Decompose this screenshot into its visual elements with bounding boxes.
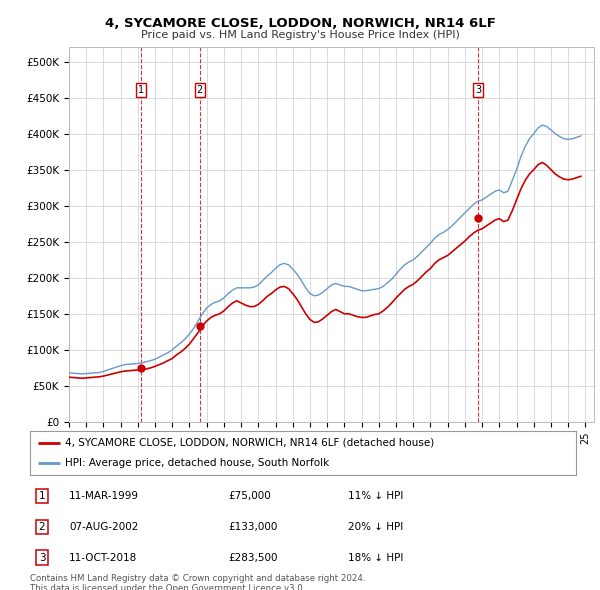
Text: 18% ↓ HPI: 18% ↓ HPI (348, 553, 403, 562)
Text: Contains HM Land Registry data © Crown copyright and database right 2024.: Contains HM Land Registry data © Crown c… (30, 574, 365, 583)
Text: £133,000: £133,000 (228, 522, 277, 532)
Text: Price paid vs. HM Land Registry's House Price Index (HPI): Price paid vs. HM Land Registry's House … (140, 30, 460, 40)
Text: 20% ↓ HPI: 20% ↓ HPI (348, 522, 403, 532)
Text: 1: 1 (38, 491, 46, 501)
Text: 11% ↓ HPI: 11% ↓ HPI (348, 491, 403, 501)
Text: 4, SYCAMORE CLOSE, LODDON, NORWICH, NR14 6LF: 4, SYCAMORE CLOSE, LODDON, NORWICH, NR14… (104, 17, 496, 30)
Text: 2: 2 (197, 86, 203, 96)
Text: 1: 1 (138, 86, 144, 96)
Text: This data is licensed under the Open Government Licence v3.0.: This data is licensed under the Open Gov… (30, 584, 305, 590)
Text: HPI: Average price, detached house, South Norfolk: HPI: Average price, detached house, Sout… (65, 458, 330, 468)
Text: £283,500: £283,500 (228, 553, 277, 562)
Text: 11-MAR-1999: 11-MAR-1999 (69, 491, 139, 501)
Text: 11-OCT-2018: 11-OCT-2018 (69, 553, 137, 562)
Text: 3: 3 (475, 86, 481, 96)
Text: 07-AUG-2002: 07-AUG-2002 (69, 522, 139, 532)
Text: £75,000: £75,000 (228, 491, 271, 501)
Text: 3: 3 (38, 553, 46, 562)
Text: 2: 2 (38, 522, 46, 532)
Text: 4, SYCAMORE CLOSE, LODDON, NORWICH, NR14 6LF (detached house): 4, SYCAMORE CLOSE, LODDON, NORWICH, NR14… (65, 438, 435, 448)
